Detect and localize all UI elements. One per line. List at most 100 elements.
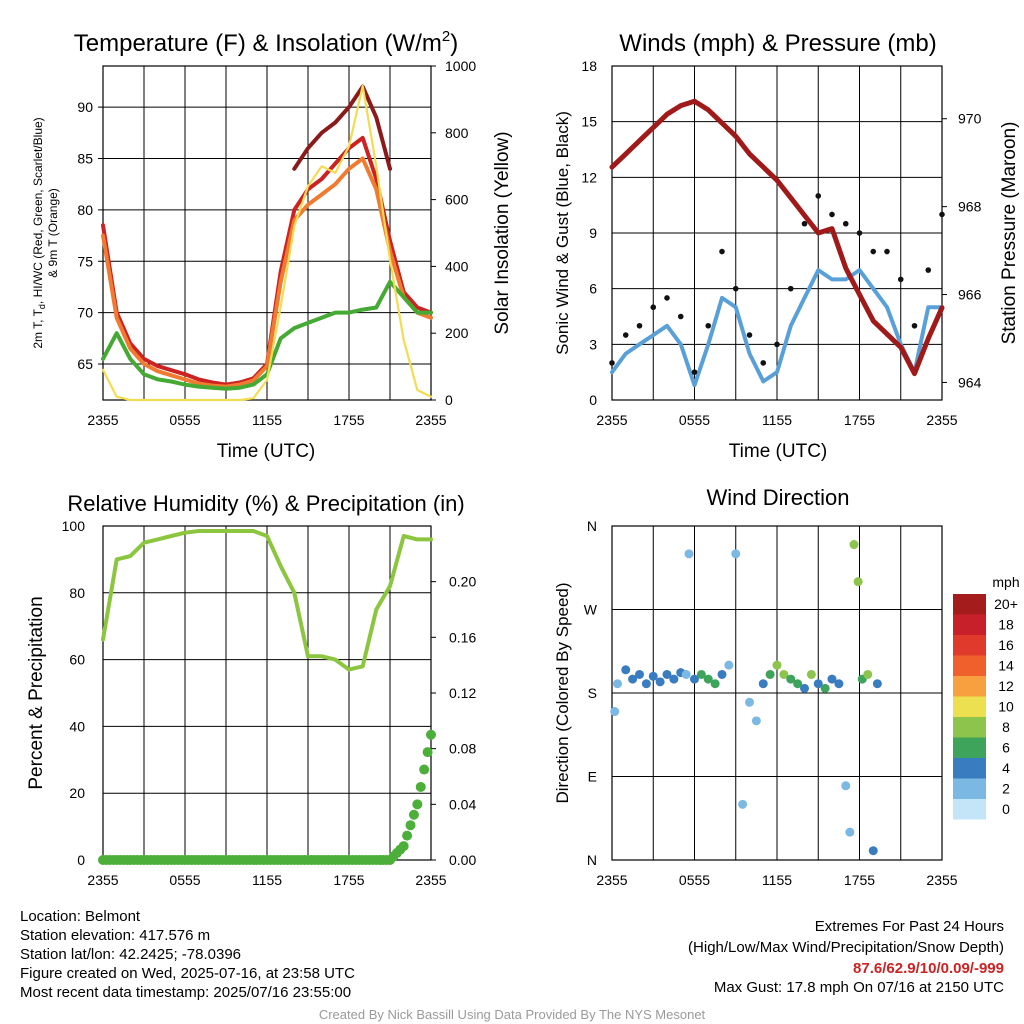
- gust-point: [787, 285, 794, 292]
- gust-point: [829, 211, 835, 218]
- precip-point: [422, 747, 433, 758]
- precip-point: [412, 799, 423, 810]
- legend-title: mph: [992, 574, 1019, 590]
- rh-y2tick: 0.12: [449, 685, 476, 701]
- temp-y2tick: 800: [445, 125, 469, 141]
- dir-title: Wind Direction: [706, 485, 849, 510]
- gust-point: [884, 248, 890, 255]
- wind-speed-line: [610, 268, 944, 388]
- wind-panel-grid: [611, 66, 943, 400]
- direction-point: [863, 669, 873, 679]
- temp-series-line: [101, 84, 433, 402]
- direction-point: [628, 674, 638, 684]
- wind-title: Winds (mph) & Pressure (mb): [619, 30, 936, 57]
- dir-panel-xtick: 1755: [844, 872, 875, 888]
- extremes-subtitle: (High/Low/Max Wind/Precipitation/Snow De…: [688, 939, 1004, 956]
- wind-ytick: 15: [581, 114, 597, 130]
- location-text: Location: Belmont: [20, 908, 141, 925]
- rh-ytick: 80: [69, 585, 85, 601]
- legend-swatch: [953, 799, 986, 820]
- direction-point: [710, 679, 720, 689]
- dir-panel-xtick: 2355: [926, 872, 957, 888]
- direction-point: [684, 549, 694, 559]
- gust-point: [801, 220, 808, 227]
- rh-ytick: 40: [69, 718, 85, 734]
- temp-ytick: 80: [77, 202, 93, 218]
- temp-ytick: 70: [77, 305, 93, 321]
- dir-panel-xtick: 1155: [762, 872, 792, 888]
- rh-title: Relative Humidity (%) & Precipitation (i…: [67, 491, 464, 516]
- direction-point: [849, 540, 859, 550]
- legend-swatch: [953, 696, 986, 717]
- temp-ytick: 85: [77, 150, 93, 166]
- gust-point: [705, 322, 712, 329]
- temp-series-line: [292, 84, 392, 171]
- gust-point: [746, 332, 753, 338]
- extremes-block: Extremes For Past 24 Hours (High/Low/Max…: [688, 917, 1004, 997]
- wind-ytick: 9: [589, 225, 597, 241]
- dir-ytick: W: [584, 602, 598, 618]
- direction-point: [655, 677, 665, 687]
- direction-point: [696, 669, 706, 679]
- wind-y2tick: 966: [958, 287, 982, 303]
- gust-point: [911, 322, 918, 329]
- gust-point: [636, 322, 643, 329]
- dir-ytick: N: [587, 518, 597, 534]
- direction-point: [786, 674, 796, 684]
- direction-point: [751, 716, 761, 726]
- extremes-title: Extremes For Past 24 Hours: [814, 918, 1004, 935]
- rh-y2tick: 0.20: [449, 574, 476, 590]
- rh-ytick: 20: [69, 785, 85, 801]
- rh-panel-xtick: 0555: [169, 872, 200, 888]
- wind-ylabel: Sonic Wind & Gust (Blue, Black): [553, 111, 572, 355]
- direction-point: [731, 549, 741, 559]
- direction-point: [613, 679, 622, 689]
- latlon-text: Station lat/lon: 42.2425; -78.0396: [20, 946, 242, 963]
- rh-y2tick: 0.16: [449, 629, 476, 645]
- legend-label: 20+: [994, 596, 1018, 612]
- rh-panel-xtick: 2355: [87, 872, 118, 888]
- gust-point: [719, 248, 725, 255]
- gust-point: [664, 295, 670, 301]
- temp-series-line: [101, 156, 433, 389]
- legend-label: 18: [998, 617, 1014, 633]
- direction-point: [813, 679, 823, 689]
- legend-swatch: [953, 758, 986, 779]
- wind-ytick: 0: [589, 392, 597, 408]
- gust-point: [870, 248, 877, 255]
- legend-swatch: [953, 635, 986, 656]
- direction-point: [758, 679, 768, 689]
- direction-point: [648, 671, 658, 681]
- temp-panel-xtick: 2355: [87, 412, 118, 428]
- gust-point: [732, 285, 739, 292]
- legend-swatch: [953, 655, 986, 676]
- direction-point: [681, 669, 691, 679]
- gust-point: [856, 230, 863, 236]
- wind-panel-xtick: 2355: [926, 412, 957, 428]
- dir-ylabel: Direction (Colored By Speed): [553, 582, 572, 803]
- gust-point: [842, 220, 849, 227]
- temp-y2tick: 200: [445, 325, 469, 341]
- direction-point: [779, 669, 789, 679]
- dir-ytick: N: [587, 852, 597, 868]
- direction-point: [827, 674, 837, 684]
- direction-point: [662, 669, 672, 679]
- direction-point: [806, 669, 816, 679]
- temp-xlabel: Time (UTC): [217, 441, 316, 462]
- direction-point: [800, 683, 809, 693]
- temp-y2tick: 600: [445, 192, 469, 208]
- legend-swatch: [953, 717, 986, 738]
- precip-point: [415, 781, 426, 792]
- direction-point: [834, 679, 844, 689]
- rh-line: [101, 529, 433, 672]
- dir-ytick: S: [588, 685, 597, 701]
- rh-y2tick: 0.04: [449, 796, 476, 812]
- temp-ytick: 65: [77, 356, 93, 372]
- legend-label: 8: [1002, 719, 1010, 735]
- direction-point: [868, 846, 878, 856]
- legend-swatch: [953, 737, 986, 758]
- rh-panel-xtick: 2355: [415, 872, 446, 888]
- gust-point: [691, 369, 698, 375]
- gust-point: [677, 313, 684, 320]
- rh-panel-xtick: 1755: [333, 872, 364, 888]
